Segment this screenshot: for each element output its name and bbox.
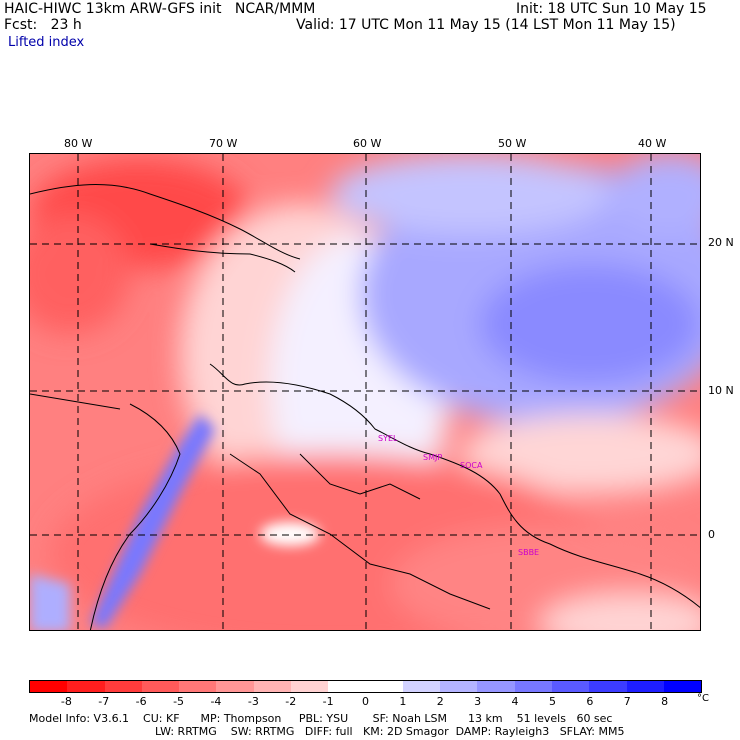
colorbar-tick-label: -7 [98,695,110,708]
colorbar-tick-label: -8 [60,695,72,708]
colorbar-segment [514,681,552,692]
valid-time: Valid: 17 UTC Mon 11 May 15 (14 LST Mon … [296,17,676,33]
colorbar-segment [365,681,403,692]
station-syel: SYEL [378,434,398,443]
colorbar-segment [589,681,627,692]
model-title: HAIC-HIWC 13km ARW-GFS init NCAR/MMM [4,1,316,17]
colorbar-segment [290,681,329,692]
colorbar-segment [216,681,254,692]
colorbar-segment [626,681,664,692]
lon-label-70w: 70 W [209,137,238,150]
init-time: Init: 18 UTC Sun 10 May 15 [516,1,707,17]
colorbar-segment [477,681,515,692]
colorbar-segment [402,681,441,692]
station-smjp: SMJP [423,453,442,462]
colorbar-segment [663,681,702,692]
colorbar-segment [253,681,291,692]
colorbar-unit: °C [697,693,709,704]
lat-label-20n: 20 N [708,236,734,249]
colorbar-tick-label: 2 [436,695,444,708]
colorbar-tick-label: 0 [362,695,369,708]
colorbar-segment [67,681,105,692]
colorbar-segment [141,681,180,692]
colorbar-tick-label: -5 [173,695,185,708]
lat-label-10n: 10 N [708,384,734,397]
colorbar-tick-label: 4 [511,695,519,708]
colorbar-tick-label: -4 [210,695,222,708]
colorbar-segment [104,681,142,692]
colorbar-tick-label: -1 [322,695,334,708]
station-soca: SOCA [460,461,483,470]
colorbar-tick-label: -6 [135,695,147,708]
lon-label-50w: 50 W [498,137,527,150]
colorbar-segment [551,681,590,692]
lat-label-0: 0 [708,528,715,541]
graticule [30,154,700,630]
lon-label-60w: 60 W [353,137,382,150]
forecast-hour: Fcst: 23 h [4,17,82,33]
colorbar-tick-label: 1 [399,695,407,708]
colorbar-segment [440,681,478,692]
model-info-line1: Model Info: V3.6.1 CU: KF MP: Thompson P… [29,712,613,725]
colorbar-segment [328,681,366,692]
colorbar-tick-label: -3 [247,695,259,708]
colorbar-tick-label: 8 [661,695,669,708]
station-sbbe: SBBE [518,548,539,557]
map-canvas: SYEL SMJP SOCA SBBE [30,154,700,630]
colorbar-segment [179,681,217,692]
colorbar [29,680,702,693]
model-info-line2: LW: RRTMG SW: RRTMG DIFF: full KM: 2D Sm… [155,725,625,738]
colorbar-tick-label: 3 [474,695,482,708]
colorbar-tick-label: 5 [548,695,556,708]
colorbar-tick-label: 7 [623,695,631,708]
lon-label-40w: 40 W [638,137,667,150]
colorbar-tick-label: 6 [586,695,594,708]
colorbar-tick-label: -2 [285,695,297,708]
lifted-index-map: SYEL SMJP SOCA SBBE [29,153,701,631]
field-name: Lifted index [8,35,85,50]
colorbar-segment [30,681,68,692]
coastlines [30,184,700,630]
lon-label-80w: 80 W [64,137,93,150]
